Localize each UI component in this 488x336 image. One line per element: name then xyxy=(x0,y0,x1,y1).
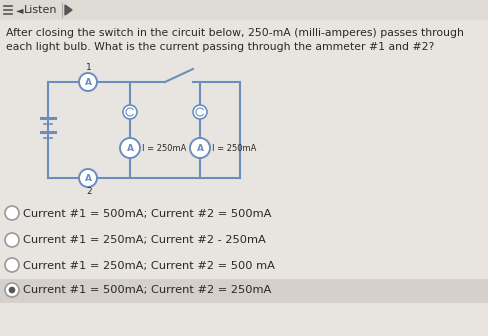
Circle shape xyxy=(5,283,19,297)
Circle shape xyxy=(123,105,137,119)
Bar xyxy=(0,0,488,20)
Polygon shape xyxy=(65,5,72,15)
Circle shape xyxy=(79,73,97,91)
Text: A: A xyxy=(197,144,203,153)
Text: ◄: ◄ xyxy=(16,5,23,15)
Text: 1: 1 xyxy=(86,62,92,72)
Text: 2: 2 xyxy=(86,187,92,197)
Circle shape xyxy=(5,233,19,247)
Text: Listen: Listen xyxy=(24,5,58,15)
Circle shape xyxy=(79,169,97,187)
Text: A: A xyxy=(84,174,92,183)
Text: A: A xyxy=(126,144,134,153)
Text: I = 250mA: I = 250mA xyxy=(212,144,256,153)
Circle shape xyxy=(5,206,19,220)
Circle shape xyxy=(190,138,210,158)
Text: Current #1 = 500mA; Current #2 = 250mA: Current #1 = 500mA; Current #2 = 250mA xyxy=(23,286,271,295)
Circle shape xyxy=(9,287,15,293)
Text: A: A xyxy=(84,78,92,87)
Text: Current #1 = 250mA; Current #2 = 500 mA: Current #1 = 250mA; Current #2 = 500 mA xyxy=(23,260,275,270)
Bar xyxy=(0,279,488,303)
Circle shape xyxy=(193,105,207,119)
Text: each light bulb. What is the current passing through the ammeter #1 and #2?: each light bulb. What is the current pas… xyxy=(6,42,434,52)
Text: Current #1 = 250mA; Current #2 - 250mA: Current #1 = 250mA; Current #2 - 250mA xyxy=(23,236,266,246)
Text: I = 250mA: I = 250mA xyxy=(142,144,186,153)
Circle shape xyxy=(5,258,19,272)
Text: Current #1 = 500mA; Current #2 = 500mA: Current #1 = 500mA; Current #2 = 500mA xyxy=(23,209,271,218)
Text: After closing the switch in the circuit below, 250-mA (milli-amperes) passes thr: After closing the switch in the circuit … xyxy=(6,28,464,38)
Circle shape xyxy=(120,138,140,158)
